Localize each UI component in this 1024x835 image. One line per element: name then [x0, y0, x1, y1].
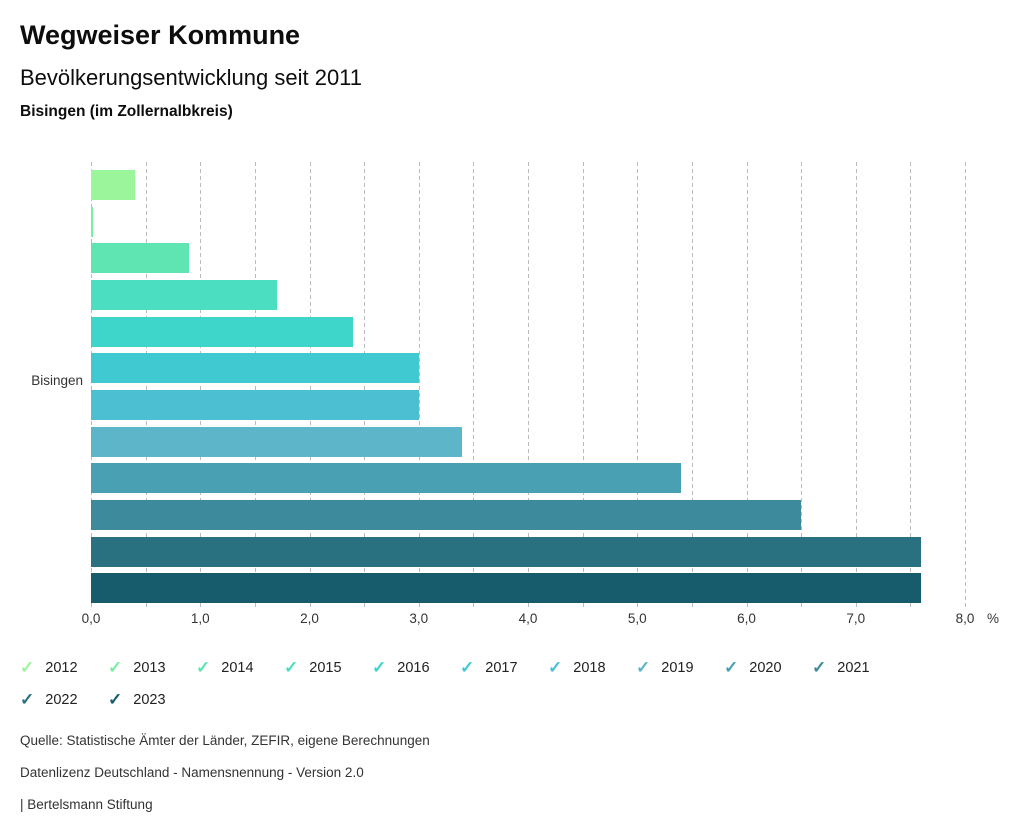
legend: ✓ 2012 ✓ 2013 ✓ 2014 ✓ 2015 ✓ 2016 ✓ 2017 ✓ 2018 ✓ 2019… [20, 656, 920, 711]
plot-area [91, 162, 966, 608]
gridline [418, 162, 420, 608]
gridline [309, 162, 311, 608]
bar-2020[interactable] [91, 463, 681, 494]
gridline [637, 162, 639, 608]
y-axis-category-label: Bisingen [31, 373, 83, 388]
region-label: Bisingen (im Zollernalbkreis) [20, 103, 233, 120]
gridline [801, 162, 803, 608]
gridline [473, 162, 475, 608]
gridline [582, 162, 584, 608]
bar-2015[interactable] [91, 280, 277, 310]
x-axis-unit-label: % [986, 611, 1000, 626]
legend-item-2015[interactable]: ✓ 2015 [284, 656, 372, 679]
checkmark-icon: ✓ [724, 658, 739, 677]
bar-2018[interactable] [91, 390, 419, 420]
license-line: Datenlizenz Deutschland - Namensnennung … [20, 765, 364, 780]
gridline [910, 162, 912, 608]
checkmark-icon: ✓ [108, 658, 123, 677]
bar-2021[interactable] [91, 499, 802, 530]
legend-item-2016[interactable]: ✓ 2016 [372, 656, 460, 679]
checkmark-icon: ✓ [20, 658, 35, 677]
footer: Quelle: Statistische Ämter der Länder, Z… [20, 733, 430, 829]
legend-item-2022[interactable]: ✓ 2022 [20, 688, 108, 711]
checkmark-icon: ✓ [636, 658, 651, 677]
legend-year-label: 2018 [573, 659, 606, 676]
legend-item-2017[interactable]: ✓ 2017 [460, 656, 548, 679]
bar-2014[interactable] [91, 243, 190, 274]
gridline [855, 162, 857, 608]
checkmark-icon: ✓ [548, 658, 563, 677]
legend-item-2021[interactable]: ✓ 2021 [812, 656, 900, 679]
legend-year-label: 2015 [309, 659, 342, 676]
legend-year-label: 2023 [133, 691, 166, 708]
gridline [965, 162, 966, 608]
gridline [91, 162, 92, 608]
bar-2023[interactable] [91, 573, 922, 604]
gridline [364, 162, 366, 608]
checkmark-icon: ✓ [460, 658, 475, 677]
bar-2013[interactable] [91, 206, 93, 237]
app-title: Wegweiser Kommune [20, 20, 301, 50]
legend-item-2013[interactable]: ✓ 2013 [108, 656, 196, 679]
bar-2016[interactable] [91, 316, 354, 347]
checkmark-icon: ✓ [812, 658, 827, 677]
legend-item-2018[interactable]: ✓ 2018 [548, 656, 636, 679]
legend-item-2019[interactable]: ✓ 2019 [636, 656, 724, 679]
legend-year-label: 2017 [485, 659, 518, 676]
gridline [254, 162, 256, 608]
x-axis: % 0,0 1,0 2,0 3,0 4,0 5,0 6,0 7,0 8,0 [0, 611, 1024, 629]
gridline [145, 162, 147, 608]
gridline [691, 162, 693, 608]
legend-year-label: 2020 [749, 659, 782, 676]
legend-year-label: 2014 [221, 659, 254, 676]
checkmark-icon: ✓ [196, 658, 211, 677]
bar-2019[interactable] [91, 426, 463, 457]
gridline [528, 162, 529, 608]
legend-item-2023[interactable]: ✓ 2023 [108, 688, 196, 711]
x-tick-label: 0,0 [81, 611, 101, 626]
attribution-line: | Bertelsmann Stiftung [20, 797, 153, 812]
x-tick-label: 2,0 [300, 611, 319, 626]
x-tick-label: 3,0 [409, 611, 429, 626]
legend-year-label: 2013 [133, 659, 166, 676]
bar-2012[interactable] [91, 170, 135, 200]
x-tick-label: 1,0 [190, 611, 210, 626]
gridline [746, 162, 748, 608]
bar-2017[interactable] [91, 353, 419, 384]
gridline [200, 162, 202, 608]
x-tick-label: 6,0 [737, 611, 756, 626]
checkmark-icon: ✓ [284, 658, 299, 677]
legend-item-2014[interactable]: ✓ 2014 [196, 656, 284, 679]
x-tick-label: 5,0 [627, 611, 647, 626]
checkmark-icon: ✓ [108, 690, 123, 709]
x-tick-label: 4,0 [518, 611, 538, 626]
checkmark-icon: ✓ [20, 690, 35, 709]
legend-year-label: 2022 [45, 691, 78, 708]
legend-year-label: 2016 [397, 659, 430, 676]
legend-item-2020[interactable]: ✓ 2020 [724, 656, 812, 679]
legend-item-2012[interactable]: ✓ 2012 [20, 656, 108, 679]
checkmark-icon: ✓ [372, 658, 387, 677]
legend-year-label: 2012 [45, 659, 78, 676]
legend-year-label: 2019 [661, 659, 694, 676]
legend-year-label: 2021 [837, 659, 870, 676]
chart-title: Bevölkerungsentwicklung seit 2011 [20, 65, 363, 90]
x-tick-label: 8,0 [955, 611, 975, 626]
bar-2022[interactable] [91, 536, 922, 567]
x-tick-label: 7,0 [846, 611, 866, 626]
source-line: Quelle: Statistische Ämter der Länder, Z… [20, 733, 430, 748]
